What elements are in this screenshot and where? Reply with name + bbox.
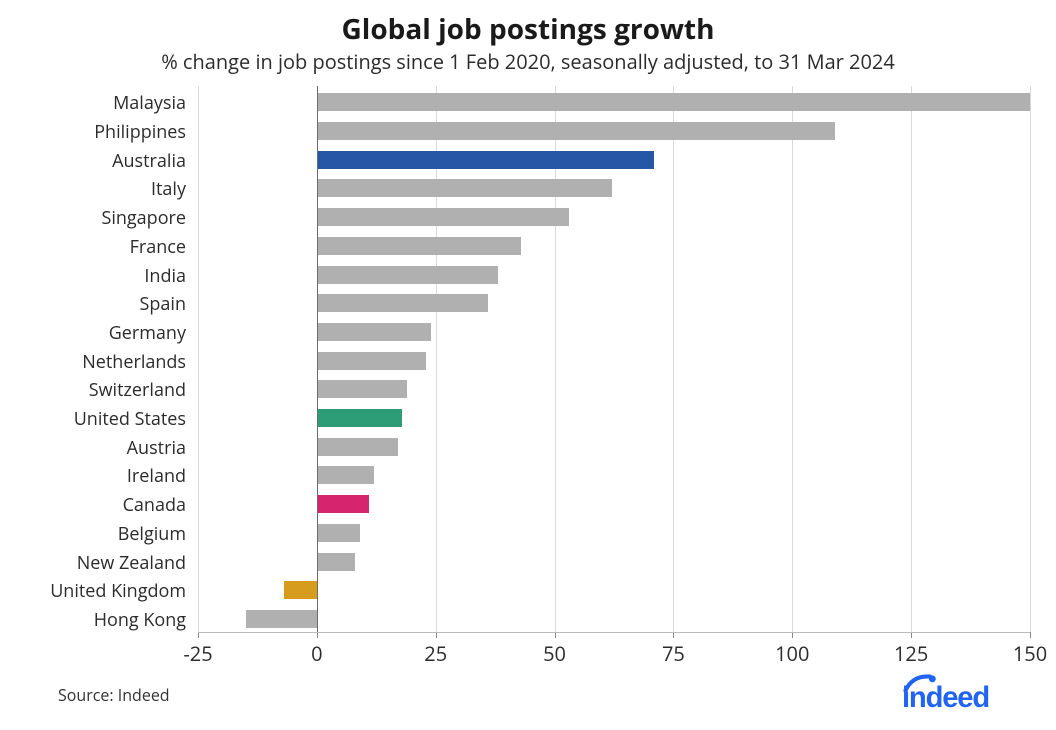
bar-row: Spain [198,289,1030,318]
x-tick-label: 25 [424,640,447,667]
bar-row: Netherlands [198,346,1030,375]
svg-text:indeed: indeed [902,682,989,714]
y-tick-label: United States [74,407,186,431]
bar [317,466,374,484]
bar [246,610,317,628]
bar-row: Switzerland [198,375,1030,404]
y-tick-label: Malaysia [113,91,186,115]
bar-row: Australia [198,145,1030,174]
y-tick-label: United Kingdom [50,579,186,603]
x-gridline [1030,86,1031,632]
x-tick-label: 50 [543,640,566,667]
bar-row: France [198,232,1030,261]
y-tick-label: Philippines [94,120,186,144]
bar [317,380,407,398]
y-tick-label: Australia [112,149,186,173]
y-tick-label: Ireland [127,464,186,488]
y-tick-label: Switzerland [89,378,186,402]
y-tick-label: Italy [151,177,186,201]
bar [317,93,1030,111]
bar-row: Singapore [198,203,1030,232]
bar-row: New Zealand [198,547,1030,576]
bar-row: Ireland [198,461,1030,490]
bar-row: India [198,260,1030,289]
bar [317,352,426,370]
chart-container: Global job postings growth % change in j… [0,0,1056,730]
bar-row: Belgium [198,519,1030,548]
x-tick-label: 150 [1013,640,1047,667]
x-zero-baseline [317,86,318,632]
y-tick-label: Canada [123,493,186,517]
y-tick-label: France [130,235,186,259]
y-tick-label: Germany [109,321,186,345]
y-tick-label: Hong Kong [94,608,186,632]
y-tick-label: India [144,264,186,288]
y-tick-label: Singapore [101,206,186,230]
bar [317,179,612,197]
y-tick-label: Belgium [118,522,186,546]
bar-row: Philippines [198,117,1030,146]
bar-row: United Kingdom [198,576,1030,605]
bar [317,553,355,571]
bar [317,409,403,427]
bar [317,524,360,542]
bar-row: Austria [198,432,1030,461]
bar [317,208,569,226]
y-tick-label: New Zealand [77,551,186,575]
bar [317,122,835,140]
plot-area: -250255075100125150MalaysiaPhilippinesAu… [198,86,1030,632]
y-tick-label: Netherlands [82,350,186,374]
bar [317,266,498,284]
indeed-logo-svg: indeed [902,672,1042,716]
bar [317,438,398,456]
bar-row: United States [198,404,1030,433]
x-tick-label: 125 [894,640,928,667]
bar [317,237,521,255]
bar [317,151,655,169]
bar-row: Malaysia [198,88,1030,117]
bar [284,581,317,599]
y-tick-label: Austria [127,436,186,460]
x-tick-label: 0 [311,640,322,667]
x-tick-label: 75 [662,640,685,667]
bar [317,323,431,341]
bar-row: Germany [198,318,1030,347]
bar-row: Canada [198,490,1030,519]
bar [317,495,369,513]
source-text: Source: Indeed [58,684,170,706]
bar-row: Hong Kong [198,605,1030,634]
x-tick-mark [1030,632,1031,638]
bar [317,294,488,312]
bar-row: Italy [198,174,1030,203]
x-tick-label: -25 [183,640,212,667]
y-tick-label: Spain [140,292,186,316]
chart-subtitle: % change in job postings since 1 Feb 202… [0,48,1056,75]
x-tick-label: 100 [775,640,809,667]
chart-title: Global job postings growth [0,10,1056,48]
indeed-logo: indeed [902,672,1042,716]
